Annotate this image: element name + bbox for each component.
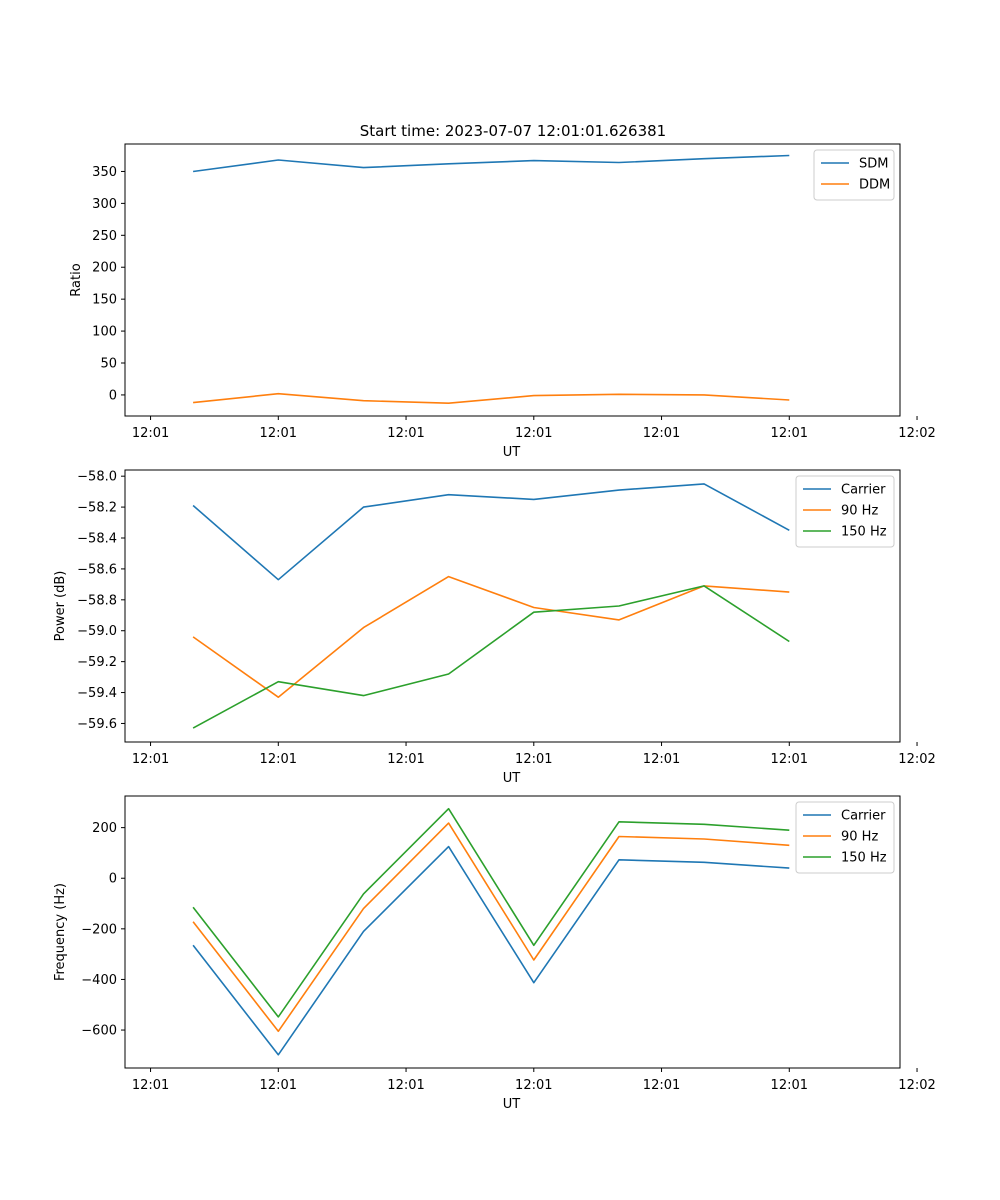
x-tick-label: 12:01 [387, 426, 424, 441]
series-line-sdm [192, 154, 790, 173]
y-tick-label: 350 [92, 165, 117, 180]
x-tick-label: 12:01 [771, 426, 808, 441]
legend: Carrier 90 Hz 150 Hz [795, 475, 895, 548]
legend-label: 90 Hz [841, 504, 878, 519]
legend-label: Carrier [841, 483, 886, 498]
legend-label: 90 Hz [841, 830, 878, 845]
x-tick-label: 12:01 [260, 426, 297, 441]
y-tick-label: −58.6 [77, 562, 117, 577]
x-tick-label: 12:01 [643, 1078, 680, 1093]
legend-label: Carrier [841, 809, 886, 824]
series-line-150-hz [192, 585, 790, 729]
axes-frame [124, 469, 901, 743]
y-tick-label: 200 [92, 261, 117, 276]
series-line-carrier [192, 845, 790, 1056]
legend: SDM DDM [813, 149, 895, 201]
x-tick-label: 12:01 [771, 1078, 808, 1093]
y-tick-label: −58.8 [77, 593, 117, 608]
y-tick-label: −600 [81, 1024, 117, 1039]
y-tick-label: 150 [92, 293, 117, 308]
x-tick-label: 12:01 [643, 752, 680, 767]
series-line-150-hz [192, 807, 790, 1018]
x-tick-label: 12:02 [898, 426, 935, 441]
series-line-90-hz [192, 822, 790, 1033]
legend-label: 150 Hz [841, 851, 887, 866]
y-tick-label: −58.4 [77, 532, 117, 547]
y-tick-label: −59.0 [77, 624, 117, 639]
panel-1: 12:01 12:01 12:01 12:01 12:01 12:01 12:02 0 50 10… [69, 143, 936, 460]
y-tick-label: −58.0 [77, 470, 117, 485]
x-tick-label: 12:01 [643, 426, 680, 441]
y-tick-label: −200 [81, 922, 117, 937]
x-tick-label: 12:01 [771, 752, 808, 767]
x-tick-label: 12:01 [260, 1078, 297, 1093]
y-tick-label: 0 [109, 872, 117, 887]
x-tick-label: 12:01 [515, 1078, 552, 1093]
y-tick-label: −400 [81, 973, 117, 988]
y-tick-label: −58.2 [77, 501, 117, 516]
y-tick-label: 200 [92, 821, 117, 836]
y-tick-label: 250 [92, 229, 117, 244]
legend-label: DDM [859, 178, 890, 193]
x-tick-label: 12:01 [260, 752, 297, 767]
legend-label: SDM [859, 157, 888, 172]
panel-2: 12:01 12:01 12:01 12:01 12:01 12:01 12:02 −59.6… [53, 469, 936, 786]
y-tick-label: 0 [109, 388, 117, 403]
x-tick-label: 12:01 [515, 752, 552, 767]
x-tick-label: 12:02 [898, 752, 935, 767]
series-line-carrier [192, 483, 790, 581]
x-tick-label: 12:02 [898, 1078, 935, 1093]
axes-frame [124, 143, 901, 417]
y-tick-label: −59.4 [77, 686, 117, 701]
y-tick-label: −59.6 [77, 717, 117, 732]
x-axis-label: UT [503, 771, 521, 786]
x-tick-label: 12:01 [387, 752, 424, 767]
y-tick-label: 100 [92, 325, 117, 340]
legend-box [795, 475, 895, 548]
y-axis-label: Ratio [69, 263, 84, 296]
y-axis-label: Power (dB) [53, 571, 68, 642]
panel-3: 12:01 12:01 12:01 12:01 12:01 12:01 12:02 −600 −… [53, 795, 936, 1112]
series-line-90-hz [192, 575, 790, 699]
x-tick-label: 12:01 [132, 752, 169, 767]
y-tick-label: 300 [92, 197, 117, 212]
x-tick-label: 12:01 [387, 1078, 424, 1093]
legend: Carrier 90 Hz 150 Hz [795, 801, 895, 874]
x-tick-label: 12:01 [515, 426, 552, 441]
x-tick-label: 12:01 [132, 1078, 169, 1093]
y-tick-label: 50 [100, 357, 117, 372]
x-tick-label: 12:01 [132, 426, 169, 441]
legend-box [795, 801, 895, 874]
x-axis-label: UT [503, 1097, 521, 1112]
figure-title: Start time: 2023-07-07 12:01:01.626381 [360, 122, 666, 140]
y-axis-label: Frequency (Hz) [53, 883, 68, 981]
x-axis-label: UT [503, 445, 521, 460]
y-tick-label: −59.2 [77, 655, 117, 670]
legend-label: 150 Hz [841, 525, 887, 540]
axes-frame [124, 795, 901, 1069]
series-line-ddm [193, 392, 790, 405]
